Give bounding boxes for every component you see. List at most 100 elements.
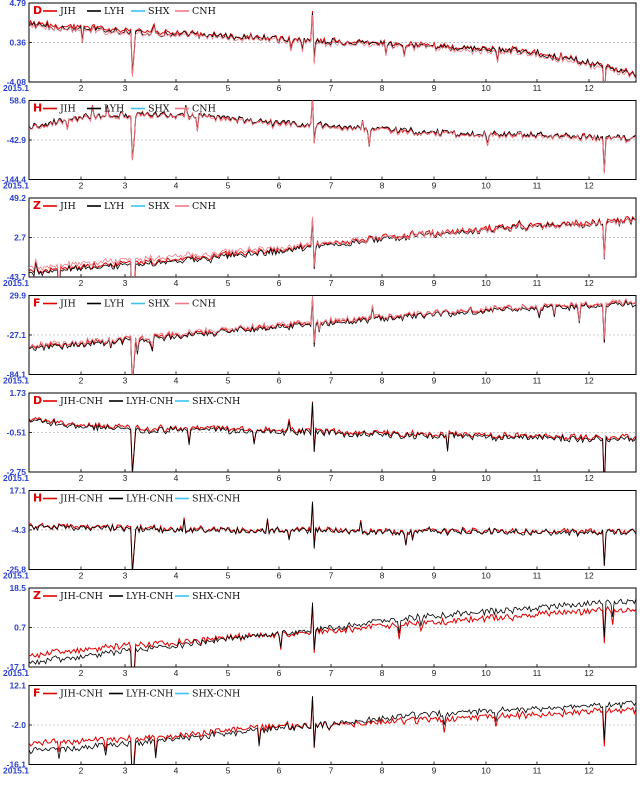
x-tick-label: 5 [226, 571, 231, 581]
x-start-label: 2015.1 [3, 571, 29, 581]
y-tick-label: -84.1 [7, 370, 27, 380]
x-tick-label: 7 [329, 766, 334, 776]
x-tick-label: 2 [79, 181, 84, 191]
x-tick-label: 5 [226, 668, 231, 678]
y-tick-label: -144.4 [2, 175, 26, 185]
x-tick-label: 6 [277, 571, 282, 581]
y-tick-label: -0.51 [7, 428, 27, 438]
panel-component-label: Z [33, 589, 41, 602]
y-tick-label: 18.5 [9, 583, 26, 593]
x-tick-label: 8 [380, 83, 385, 93]
x-tick-label: 7 [329, 181, 334, 191]
panel-component-label: H [33, 102, 42, 115]
x-tick-label: 9 [432, 668, 437, 678]
x-tick-label: 12 [584, 181, 594, 191]
legend-label-lyh-cnh: LYH-CNH [126, 396, 173, 407]
x-tick-label: 11 [533, 181, 542, 191]
panel-component-label: F [33, 687, 41, 700]
y-tick-label: -2.75 [7, 467, 27, 477]
legend-label-jih-cnh: JIH-CNH [59, 494, 103, 505]
x-tick-label: 8 [380, 766, 385, 776]
legend-label-lyh: LYH [104, 201, 124, 212]
y-tick-label: 1.73 [9, 388, 26, 398]
legend-label-shx-cnh: SHX-CNH [192, 591, 240, 602]
x-tick-label: 10 [481, 83, 491, 93]
y-tick-label: 17.1 [9, 486, 26, 496]
legend-label-shx: SHX [148, 6, 170, 17]
x-tick-label: 12 [584, 83, 594, 93]
series-line-cnh [29, 14, 636, 82]
y-tick-label: -27.1 [7, 330, 27, 340]
legend-label-jih-cnh: JIH-CNH [59, 591, 103, 602]
series-line-lyh-cnh [29, 402, 636, 472]
x-tick-label: 4 [174, 571, 179, 581]
x-tick-label: 6 [277, 278, 282, 288]
legend-label-lyh: LYH [104, 104, 124, 115]
y-tick-label: -2.0 [11, 720, 26, 730]
series-line-jih-cnh [29, 501, 636, 570]
x-tick-label: 2 [79, 766, 84, 776]
legend-label-shx: SHX [148, 299, 170, 310]
x-tick-label: 8 [380, 571, 385, 581]
series-line-cnh [29, 295, 636, 375]
legend-label-lyh-cnh: LYH-CNH [126, 591, 173, 602]
x-tick-label: 8 [380, 278, 385, 288]
x-tick-label: 8 [380, 473, 385, 483]
x-start-label: 2015.1 [3, 668, 29, 678]
legend-label-shx-cnh: SHX-CNH [192, 396, 240, 407]
x-tick-label: 10 [481, 376, 491, 386]
x-tick-label: 5 [226, 181, 231, 191]
x-tick-label: 5 [226, 278, 231, 288]
y-tick-label: 4.79 [9, 0, 26, 8]
x-tick-label: 11 [533, 766, 542, 776]
x-start-label: 2015.1 [3, 766, 29, 776]
x-tick-label: 4 [174, 766, 179, 776]
x-tick-label: 6 [277, 83, 282, 93]
series-line-lyh [29, 297, 636, 375]
y-tick-label: 2.7 [14, 233, 26, 243]
x-tick-label: 4 [174, 473, 179, 483]
x-start-label: 2015.1 [3, 181, 29, 191]
x-tick-label: 5 [226, 473, 231, 483]
x-tick-label: 11 [533, 473, 542, 483]
x-tick-label: 2 [79, 278, 84, 288]
x-tick-label: 10 [481, 668, 491, 678]
panel-component-label: D [33, 394, 42, 407]
x-tick-label: 6 [277, 181, 282, 191]
legend-label-cnh: CNH [192, 299, 216, 310]
x-tick-label: 7 [329, 571, 334, 581]
x-tick-label: 7 [329, 668, 334, 678]
x-tick-label: 3 [123, 376, 128, 386]
panel-component-label: D [33, 4, 42, 17]
x-start-label: 2015.1 [3, 473, 29, 483]
y-tick-label: 58.6 [9, 96, 26, 106]
panel-component-label: F [33, 297, 41, 310]
x-tick-label: 6 [277, 766, 282, 776]
x-tick-label: 2 [79, 668, 84, 678]
x-tick-label: 9 [432, 83, 437, 93]
legend-label-shx-cnh: SHX-CNH [192, 689, 240, 700]
x-tick-label: 3 [123, 83, 128, 93]
x-tick-label: 9 [432, 473, 437, 483]
x-tick-label: 7 [329, 473, 334, 483]
x-tick-label: 3 [123, 278, 128, 288]
x-tick-label: 7 [329, 278, 334, 288]
x-tick-label: 6 [277, 376, 282, 386]
x-tick-label: 11 [533, 376, 542, 386]
series-line-lyh-cnh [29, 696, 636, 765]
legend-label-cnh: CNH [192, 201, 216, 212]
legend-label-shx: SHX [148, 201, 170, 212]
legend-label-cnh: CNH [192, 104, 216, 115]
x-tick-label: 3 [123, 473, 128, 483]
x-tick-label: 11 [533, 668, 542, 678]
y-tick-label: -25.8 [7, 565, 27, 575]
legend-label-jih-cnh: JIH-CNH [59, 396, 103, 407]
x-start-label: 2015.1 [3, 83, 29, 93]
x-tick-label: 9 [432, 766, 437, 776]
y-tick-label: -4.3 [11, 525, 26, 535]
x-tick-label: 10 [481, 473, 491, 483]
